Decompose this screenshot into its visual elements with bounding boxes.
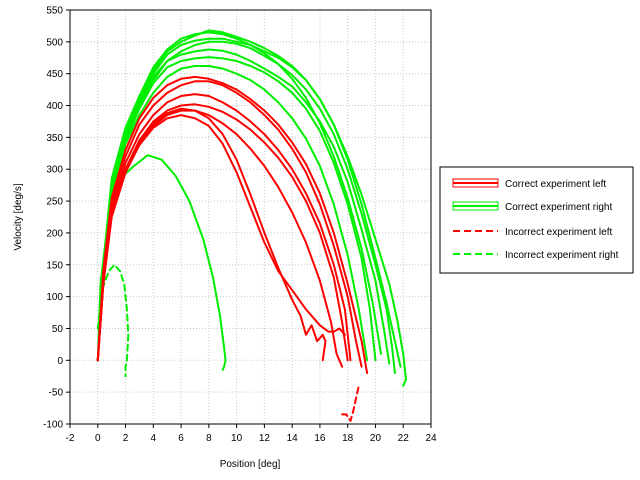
legend-box [439, 166, 634, 274]
x-tick-label: 14 [287, 433, 299, 444]
series-layer [96, 29, 407, 422]
series-line-correct-experiment-left [96, 93, 352, 362]
plot-area [69, 9, 432, 425]
legend: Correct experiment left Correct experimen… [439, 166, 634, 274]
y-tick-label: 300 [46, 165, 63, 176]
x-tick-label: 0 [95, 433, 101, 444]
y-tick-label: -50 [49, 388, 64, 399]
y-tick-label: 350 [46, 133, 63, 144]
series-line-correct-experiment-right [96, 29, 402, 368]
y-tick-label: 450 [46, 69, 63, 80]
y-tick-label: 400 [46, 101, 63, 112]
series-line-incorrect-experiment-right [96, 263, 130, 378]
x-tick-label: 24 [425, 433, 437, 444]
x-tick-label: 18 [342, 433, 354, 444]
legend-label-incorrect-experiment-left: Incorrect experiment left [505, 227, 612, 238]
legend-label-incorrect-experiment-right: Incorrect experiment right [505, 250, 619, 261]
series-line-correct-experiment-left [96, 114, 346, 362]
series-line-correct-experiment-right [96, 56, 377, 362]
y-tick-label: 500 [46, 37, 63, 48]
x-axis-title: Position [deg] [220, 459, 281, 470]
series-line-correct-experiment-right [96, 48, 391, 365]
series-line-correct-experiment-left [96, 75, 369, 374]
series-line-incorrect-experiment-left [341, 384, 360, 422]
x-tick-label: 6 [178, 433, 184, 444]
x-tick-label: 12 [259, 433, 271, 444]
axis-ticks: -2 0 2 4 6 8 10 12 14 16 18 20 22 24-100-500501001502… [43, 6, 437, 445]
legend-swatch-frame [452, 201, 499, 211]
x-tick-label: 20 [370, 433, 382, 444]
y-tick-label: 100 [46, 292, 63, 303]
series-line-correct-experiment-right [96, 31, 382, 362]
series-line-correct-experiment-right [96, 40, 396, 374]
x-tick-label: 22 [398, 433, 410, 444]
x-tick-label: 4 [151, 433, 157, 444]
x-tick-label: 16 [314, 433, 326, 444]
legend-label-correct-experiment-right: Correct experiment right [505, 202, 612, 213]
y-axis-title: Velocity [deg/s] [13, 183, 24, 250]
y-tick-label: 200 [46, 228, 63, 239]
y-tick-label: -100 [43, 420, 63, 431]
grid-lines [70, 10, 431, 424]
y-tick-label: 550 [46, 6, 63, 17]
x-tick-label: 10 [231, 433, 243, 444]
series-line-correct-experiment-right [96, 65, 369, 362]
series-line-correct-experiment-left [96, 107, 327, 362]
x-tick-label: 2 [123, 433, 129, 444]
y-tick-label: 150 [46, 260, 63, 271]
y-tick-label: 0 [57, 356, 63, 367]
x-tick-label: 8 [206, 433, 212, 444]
x-tick-label: -2 [66, 433, 75, 444]
legend-swatch-frame [452, 178, 499, 188]
y-tick-label: 50 [52, 324, 64, 335]
series-line-correct-experiment-left [96, 80, 363, 368]
y-tick-label: 250 [46, 197, 63, 208]
legend-label-correct-experiment-left: Correct experiment left [505, 179, 606, 190]
